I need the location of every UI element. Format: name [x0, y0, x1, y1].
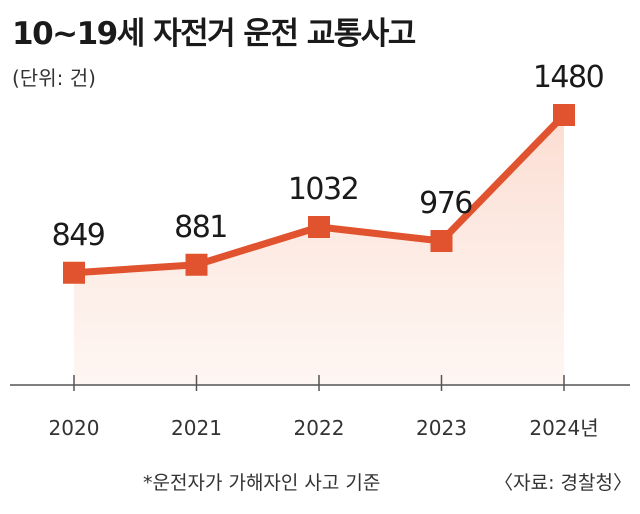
- data-label: 1480: [533, 60, 604, 95]
- unit-label: (단위: 건): [12, 66, 96, 90]
- source-note: 〈자료: 경찰청〉: [494, 472, 632, 494]
- data-point-marker: [63, 261, 85, 284]
- data-label: 1032: [288, 172, 358, 207]
- x-tick-label: 2024년: [529, 416, 598, 440]
- data-point-marker: [430, 230, 453, 252]
- data-point-marker: [185, 253, 208, 276]
- footnote: *운전자가 가해자인 사고 기준: [143, 472, 381, 494]
- x-tick-label: 2020: [49, 416, 100, 440]
- x-tick-label: 2023: [416, 416, 467, 440]
- area-fill: [74, 115, 564, 385]
- data-label: 976: [419, 186, 472, 221]
- data-label: 881: [174, 210, 227, 245]
- chart-title: 10~19세 자전거 운전 교통사고: [12, 16, 416, 52]
- data-point-marker: [553, 104, 575, 126]
- x-tick-label: 2021: [171, 416, 222, 440]
- x-tick-label: 2022: [294, 416, 345, 440]
- data-point-marker: [308, 216, 330, 238]
- data-label: 849: [52, 218, 105, 253]
